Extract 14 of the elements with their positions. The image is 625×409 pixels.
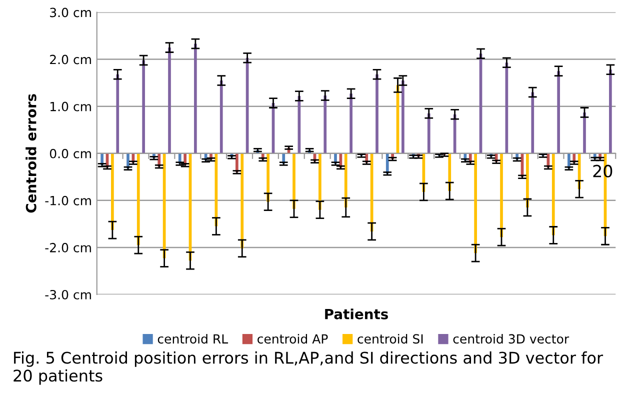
y-tick-label: -1.0 cm [45,196,91,206]
legend-label: centroid RL [158,334,228,344]
y-tick-label: -2.0 cm [45,242,91,252]
y-axis-title: Centroid errors [26,94,36,213]
legend-label: centroid SI [358,334,423,344]
x-axis-title: Patients [325,308,388,320]
y-tick-label: 0.0 cm [50,148,91,158]
y-tick-label: 3.0 cm [50,8,91,18]
legend-label: centroid AP [258,334,328,344]
caption: Fig. 5 Centroid position errors in RL,AP,and SI directions and 3D vector for 20 patients [14,351,604,385]
y-tick-label: 2.0 cm [50,54,91,64]
y-tick-label: -3.0 cm [45,290,91,300]
y-tick-label: 1.0 cm [50,102,91,112]
legend-label: centroid 3D vector [453,334,570,344]
